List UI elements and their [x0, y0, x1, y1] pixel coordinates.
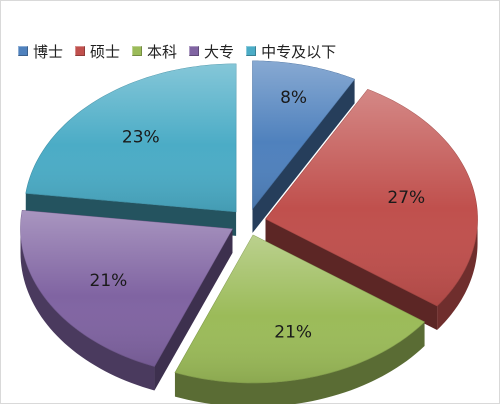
pie-label-secondary: 23% — [122, 127, 160, 147]
legend-label-college: 大专 — [204, 42, 235, 61]
legend-label-phd: 博士 — [33, 42, 64, 61]
pie-edge-college-0 — [154, 228, 233, 391]
pie-slice-highlight-phd — [252, 60, 355, 209]
pie-edge-phd-1 — [252, 79, 355, 233]
legend-label-masters: 硕士 — [90, 42, 121, 61]
chart-legend: 博士 硕士 本科 大专 中专及以下 — [18, 40, 336, 62]
legend-item-secondary: 中专及以下 — [246, 41, 336, 62]
pie-label-phd: 8% — [280, 88, 307, 108]
legend-swatch-college — [189, 46, 200, 56]
legend-swatch-secondary — [246, 46, 257, 56]
legend-item-phd: 博士 — [18, 41, 63, 62]
legend-swatch-phd — [18, 46, 28, 56]
pie-slice-highlight-secondary — [25, 63, 237, 212]
pie-side-bachelor — [174, 321, 425, 404]
legend-item-bachelor: 本科 — [132, 41, 177, 62]
pie-slice-highlight-bachelor — [174, 234, 425, 383]
legend-item-masters: 硕士 — [75, 41, 120, 62]
legend-label-secondary: 中专及以下 — [261, 42, 337, 61]
pie-slice-highlight-college — [20, 210, 233, 367]
pie-label-college: 21% — [90, 271, 128, 291]
pie-edge-masters-1 — [265, 219, 438, 331]
legend-item-college: 大专 — [189, 41, 234, 62]
legend-label-bachelor: 本科 — [147, 42, 178, 61]
pie-label-masters: 27% — [387, 188, 425, 208]
legend-swatch-bachelor — [132, 46, 143, 56]
pie-side-masters — [437, 219, 478, 331]
pie-slice-highlight-masters — [265, 89, 478, 307]
pie-side-college — [20, 228, 155, 391]
legend-swatch-masters — [75, 46, 86, 56]
pie-label-bachelor: 21% — [274, 323, 312, 343]
